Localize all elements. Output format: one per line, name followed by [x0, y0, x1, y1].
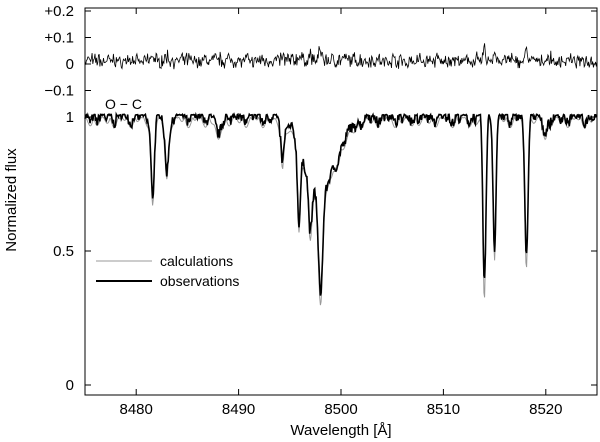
legend-calculations-label: calculations [160, 253, 233, 269]
residual-tick-label: −0.1 [44, 83, 74, 100]
observations-series-line [84, 111, 598, 296]
residual-tick-label: +0.1 [44, 30, 74, 47]
residual-tick-label: 0 [66, 56, 74, 73]
plot-frame [84, 7, 598, 396]
residual-tick-label: +0.2 [44, 3, 74, 20]
y-tick-label: 1 [66, 109, 74, 126]
y-tick-label: 0.5 [53, 243, 74, 260]
x-tick-label: 8510 [427, 401, 460, 418]
y-tick-label: 0 [66, 377, 74, 394]
residual-tick-labels: +0.2 +0.1 0 −0.1 [44, 3, 74, 100]
y-axis-label: Normalized flux [3, 148, 20, 252]
x-tick-label: 8520 [529, 401, 562, 418]
axis-ticks [85, 8, 597, 395]
residual-label: O − C [105, 96, 142, 112]
x-axis-label: Wavelength [Å] [290, 422, 391, 439]
x-tick-label: 8480 [120, 401, 153, 418]
residual-series-line [84, 43, 598, 70]
y-tick-labels: 00.51 [53, 109, 74, 394]
legend-observations-label: observations [160, 273, 239, 289]
x-tick-label: 8500 [324, 401, 357, 418]
x-tick-label: 8490 [222, 401, 255, 418]
x-tick-labels: 8480 8490 8500 8510 8520 [120, 401, 563, 418]
